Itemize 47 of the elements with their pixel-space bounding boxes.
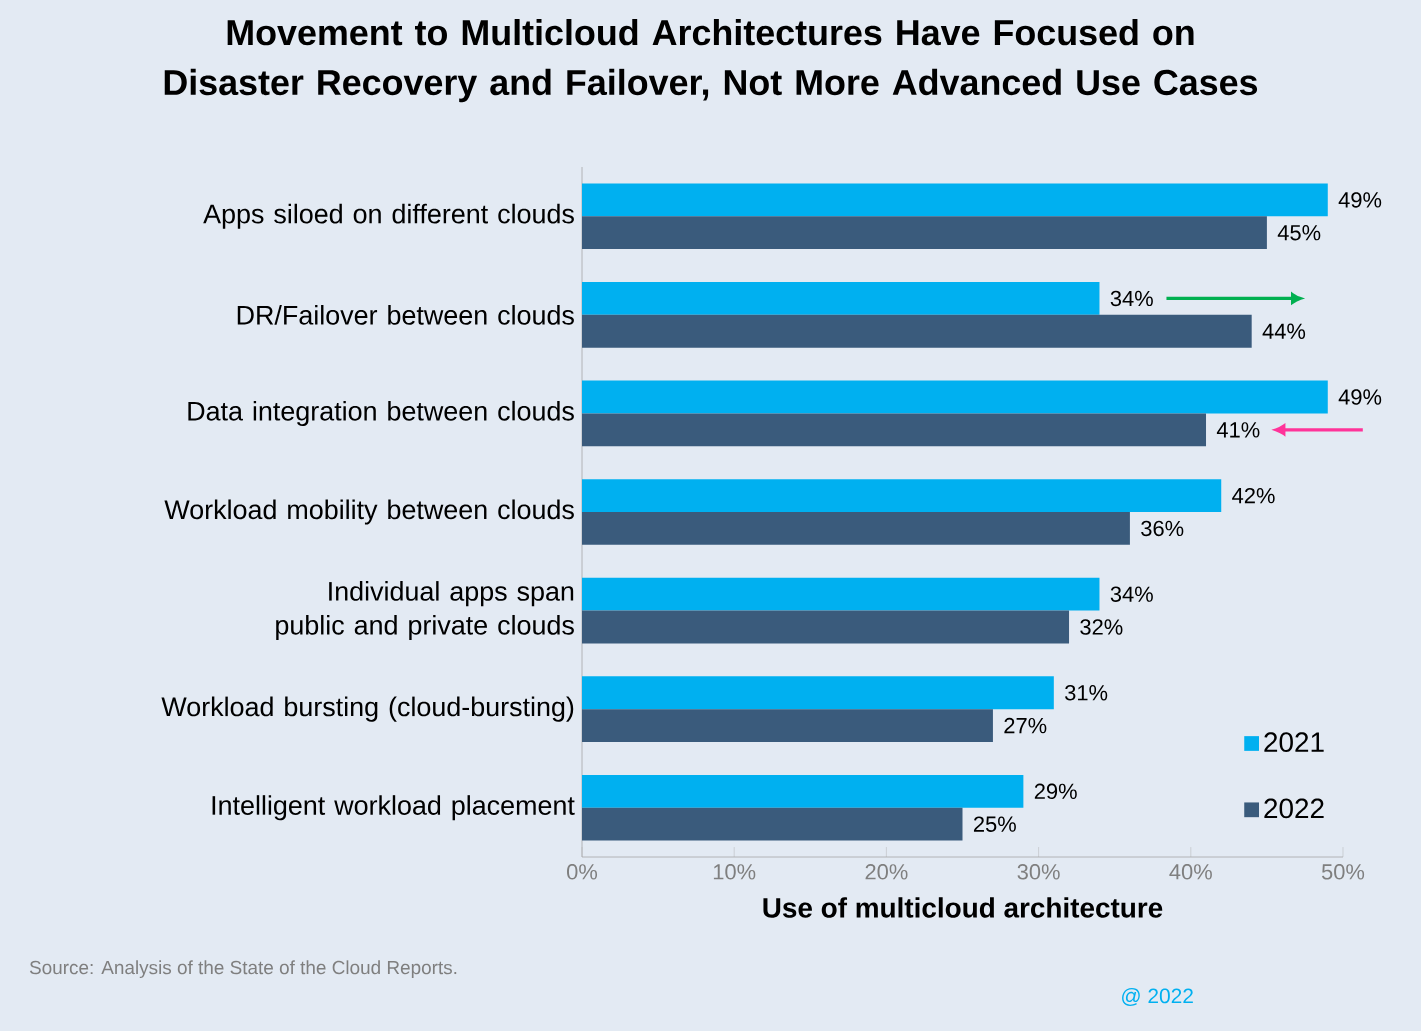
x-tick-label: 30% (1017, 864, 1060, 880)
bar (582, 676, 1054, 710)
data-label: 42% (1232, 487, 1275, 504)
bar (582, 577, 1100, 611)
data-label: 31% (1065, 685, 1108, 701)
bar (582, 282, 1100, 315)
y-tick-label: Apps siloed on different clouds (203, 203, 574, 229)
data-label: 44% (1262, 323, 1306, 339)
data-label: 29% (1034, 783, 1077, 800)
bar (582, 380, 1328, 414)
x-tick-label: 50% (1321, 864, 1365, 880)
data-label: 32% (1080, 619, 1123, 635)
bar (582, 610, 1070, 644)
bar (582, 709, 993, 742)
bar (582, 413, 1207, 447)
y-tick-label: Workload bursting (cloud-bursting) (161, 696, 574, 722)
x-axis-title: Use of multicloud architecture (763, 897, 1163, 918)
data-label: 49% (1338, 389, 1382, 405)
x-tick-label: 40% (1169, 864, 1212, 880)
legend-label: 2022 (1264, 798, 1324, 819)
data-label: 34% (1110, 586, 1153, 602)
data-label: 25% (973, 816, 1016, 832)
x-tick-label: 10% (713, 864, 756, 880)
bar (582, 774, 1024, 808)
bar (582, 314, 1252, 348)
y-tick-label: Workload mobility between clouds (164, 499, 574, 525)
bar (582, 479, 1222, 512)
data-label: 34% (1110, 290, 1153, 307)
bar (582, 807, 963, 841)
y-tick-label: Data integration between clouds (188, 400, 574, 426)
bar (582, 512, 1130, 545)
data-label: 45% (1277, 225, 1321, 241)
source-note: Source: Analysis of the State of the Cloud Reports. (29, 960, 457, 978)
bar (582, 183, 1328, 217)
x-tick-label: 0% (567, 864, 598, 880)
x-tick-label: 20% (865, 864, 908, 880)
y-tick-label: Intelligent workload placement (212, 795, 575, 821)
text: @ 2022 (1122, 987, 1193, 1006)
data-label: 49% (1338, 192, 1382, 208)
y-tick-label: DR/Failover between clouds (237, 304, 574, 325)
data-label: 27% (1004, 717, 1047, 734)
legend-label: 2021 (1264, 732, 1324, 753)
bar (582, 216, 1267, 250)
y-tick-label: Individual apps span public and private clouds (276, 581, 574, 641)
chart-title: Movement to Multicloud Architectures Have Focused on Disaster Recovery and Failover, Not More Advanced Use Cases (164, 19, 1258, 103)
data-label: 36% (1141, 520, 1184, 537)
data-label: 41% (1216, 422, 1260, 438)
